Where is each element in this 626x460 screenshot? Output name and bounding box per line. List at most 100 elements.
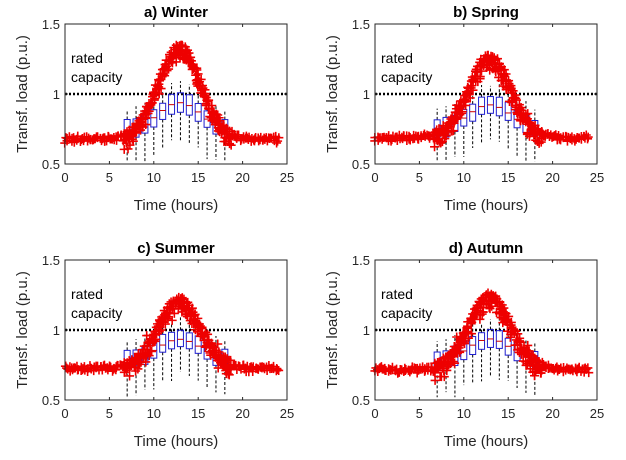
outlier-point [156, 325, 166, 335]
x-tick-label: 25 [280, 406, 294, 421]
x-tick-label: 15 [191, 406, 205, 421]
outlier-point [192, 65, 202, 75]
annotation-capacity: capacity [381, 305, 432, 321]
outlier-point [160, 319, 170, 329]
outlier-point [439, 372, 449, 382]
outlier-point [213, 110, 223, 120]
y-tick-label: 1.5 [42, 253, 60, 268]
annotation-backing [68, 280, 130, 324]
x-tick-label: 25 [590, 406, 604, 421]
outlier-point [584, 368, 594, 378]
outlier-point [450, 358, 460, 368]
outlier-point [200, 90, 210, 100]
outlier-point [531, 367, 541, 377]
chart-title: d) Autumn [449, 240, 523, 257]
y-axis-label: Transf. load (p.u.) [324, 35, 341, 153]
annotation-capacity: capacity [71, 305, 122, 321]
outlier-point [515, 336, 525, 346]
x-tick-label: 25 [280, 170, 294, 185]
outlier-point [523, 340, 533, 350]
x-axis-label: Time (hours) [444, 197, 528, 214]
outlier-point [448, 356, 458, 366]
annotation-backing [378, 280, 440, 324]
outlier-point [156, 84, 166, 94]
box-iqr [478, 96, 486, 115]
outlier-point [177, 293, 187, 303]
outlier-point [463, 323, 473, 333]
outlier-point [167, 315, 177, 325]
outlier-point [536, 368, 546, 378]
outlier-point [196, 324, 206, 334]
box-iqr [495, 330, 503, 349]
box-iqr [185, 94, 193, 116]
chart-panel-3: rated capacity 0 5 10 15 20 25 0.5 1 1.5 c) Summer T… [14, 240, 294, 450]
y-tick-label: 1.5 [352, 17, 370, 32]
outlier-point [272, 364, 282, 374]
outlier-point [128, 136, 138, 146]
x-tick-label: 10 [457, 170, 471, 185]
outlier-point [466, 81, 476, 91]
outlier-point [146, 346, 156, 356]
annotation-capacity: capacity [381, 69, 432, 85]
annotation-rated: rated [381, 50, 413, 66]
outlier-point [430, 142, 440, 152]
x-tick-label: 25 [590, 170, 604, 185]
chart-title: c) Summer [137, 240, 215, 257]
x-axis-label: Time (hours) [134, 197, 218, 214]
outlier-point [142, 102, 152, 112]
y-tick-label: 1.5 [352, 253, 370, 268]
outlier-point [465, 93, 475, 103]
x-tick-label: 10 [147, 406, 161, 421]
x-tick-label: 15 [191, 170, 205, 185]
outlier-point [463, 88, 473, 98]
outlier-point [583, 363, 593, 373]
x-tick-label: 5 [106, 406, 113, 421]
outlier-point [144, 106, 154, 116]
x-tick-label: 0 [61, 406, 68, 421]
outlier-point [127, 134, 137, 144]
outlier-point [151, 334, 161, 344]
annotation-capacity: capacity [71, 69, 122, 85]
outlier-point [141, 120, 151, 130]
outlier-point [221, 366, 231, 376]
outlier-point [125, 371, 135, 381]
x-tick-label: 10 [147, 170, 161, 185]
outlier-point [163, 314, 173, 324]
outlier-point [523, 109, 533, 119]
y-tick-label: 0.5 [352, 393, 370, 408]
outlier-point [513, 329, 523, 339]
outlier-point [477, 309, 487, 319]
chart-panel-4: rated capacity 0 5 10 15 20 25 0.5 1 1.5 d) Autumn T… [324, 240, 604, 450]
outlier-point [198, 83, 208, 93]
box-iqr [495, 96, 503, 117]
outlier-point [459, 337, 469, 347]
outlier-point [583, 132, 593, 142]
x-tick-label: 5 [106, 170, 113, 185]
outlier-point [436, 138, 446, 148]
outlier-point [133, 364, 143, 374]
outlier-point [213, 339, 223, 349]
x-tick-label: 15 [501, 170, 515, 185]
y-tick-label: 1 [363, 87, 370, 102]
box-iqr [159, 333, 167, 353]
x-axis-label: Time (hours) [134, 433, 218, 450]
outlier-point [213, 363, 223, 373]
outlier-point [461, 100, 471, 110]
y-tick-label: 0.5 [42, 157, 60, 172]
outlier-point [188, 311, 198, 321]
x-tick-label: 20 [235, 170, 249, 185]
annotation-backing [378, 44, 440, 88]
outlier-point [146, 100, 156, 110]
x-tick-label: 0 [371, 170, 378, 185]
y-tick-label: 1 [363, 323, 370, 338]
x-tick-label: 20 [235, 406, 249, 421]
chart-panel-2: rated capacity 0 5 10 15 20 25 0.5 1 1.5 b) Spring T… [324, 4, 604, 214]
y-tick-label: 1 [53, 323, 60, 338]
x-tick-label: 0 [371, 406, 378, 421]
chart-title: a) Winter [144, 4, 208, 21]
outlier-point [131, 127, 141, 137]
outlier-point [160, 71, 170, 81]
outlier-point [221, 137, 231, 147]
annotation-backing [68, 44, 130, 88]
box-iqr [176, 329, 184, 348]
